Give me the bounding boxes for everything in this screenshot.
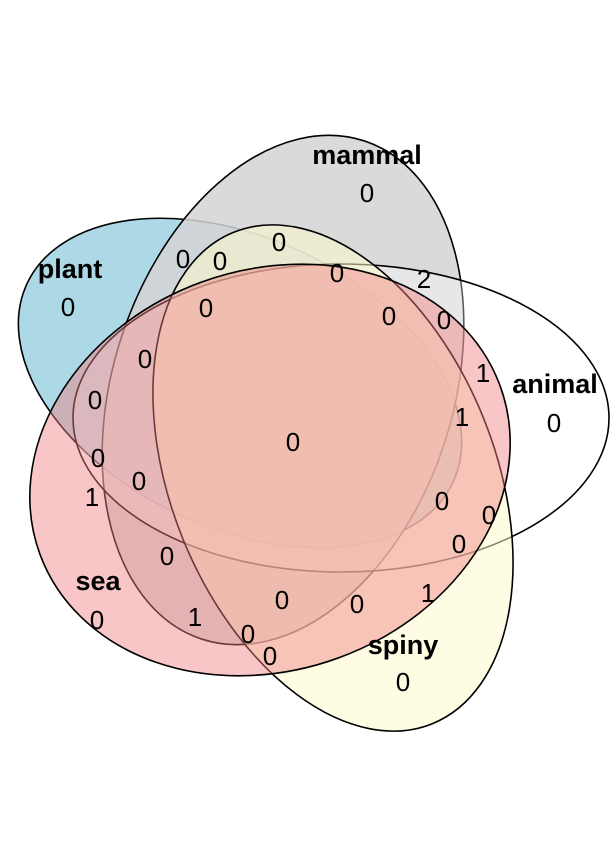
region-count: 0 [350,589,364,619]
region-count: 0 [275,585,289,615]
region-count: 0 [286,427,300,457]
region-count: 1 [421,578,435,608]
region-count: 0 [263,641,277,671]
region-count: 0 [452,529,466,559]
region-count: 0 [138,344,152,374]
region-count: 0 [330,258,344,288]
region-count: 1 [455,402,469,432]
region-count: 1 [85,482,99,512]
region-count: 0 [91,443,105,473]
region-count: 1 [188,602,202,632]
set-label-animal: animal [512,369,598,399]
region-count: 0 [176,244,190,274]
region-count: 0 [437,305,451,335]
region-count: 0 [272,227,286,257]
region-count: 0 [213,246,227,276]
region-count: 0 [90,605,104,635]
region-count: 0 [396,667,410,697]
region-count: 0 [160,541,174,571]
set-label-spiny: spiny [368,630,439,660]
region-count: 0 [88,385,102,415]
region-count: 2 [417,264,431,294]
region-count: 0 [132,466,146,496]
region-count: 0 [547,408,561,438]
region-count: 0 [241,619,255,649]
region-count: 0 [360,178,374,208]
region-count: 1 [476,358,490,388]
region-count: 0 [382,301,396,331]
set-label-mammal: mammal [312,140,422,170]
region-count: 0 [61,292,75,322]
set-label-plant: plant [38,254,103,284]
region-count: 0 [482,500,496,530]
region-count: 0 [199,293,213,323]
set-ellipse-spiny [152,224,514,732]
region-count: 0 [435,486,449,516]
set-ellipse-sea [29,263,511,677]
set-label-sea: sea [75,566,121,596]
